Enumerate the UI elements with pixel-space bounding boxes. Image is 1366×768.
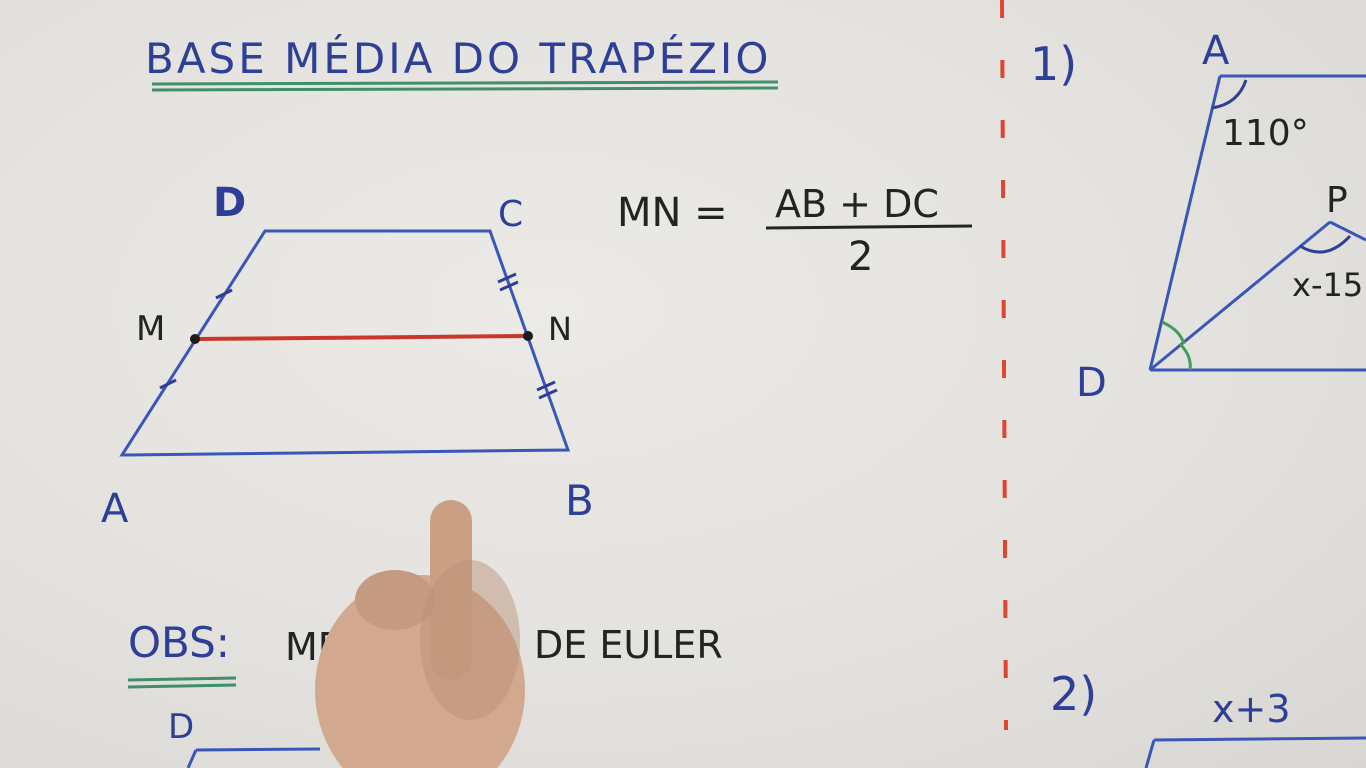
label-d: D — [213, 180, 246, 226]
title-underline — [151, 80, 779, 92]
tick-dm — [215, 288, 233, 300]
obs-label: OBS: — [128, 618, 230, 667]
double-tick-cn-1 — [497, 272, 517, 284]
hand-shadow — [420, 560, 520, 720]
lesson-title: BASE MÉDIA DO TRAPÉZIO — [145, 33, 771, 83]
fraction-bar — [765, 224, 973, 230]
label-b: B — [565, 476, 594, 525]
trapezoid-diagram: D C M N A B — [101, 180, 594, 532]
trapezoid-shape — [119, 229, 571, 457]
ex1-angle-d-arc-2 — [1178, 342, 1192, 371]
pointing-hand — [315, 500, 525, 768]
hand-knuckle — [355, 570, 435, 630]
ex1-angle-a-arc — [1211, 79, 1248, 110]
label-c: C — [498, 194, 523, 235]
ex1-angle-d-arc-1 — [1161, 320, 1186, 345]
midline-formula: MN = AB + DC 2 — [617, 182, 973, 280]
label-n: N — [548, 310, 572, 348]
obs-text-end: DE EULER — [534, 623, 723, 667]
ex1-label-d: D — [1076, 360, 1107, 406]
hand-palm — [315, 575, 525, 768]
formula-lhs: MN = — [617, 190, 728, 236]
bottom-partial-edge — [195, 747, 321, 752]
double-tick-cn-2 — [499, 280, 519, 292]
label-m: M — [136, 309, 165, 349]
bottom-partial-diagram: D — [168, 707, 321, 768]
formula-numerator: AB + DC — [775, 182, 939, 226]
ex1-label-a: A — [1202, 28, 1230, 74]
label-a: A — [101, 486, 129, 532]
column-divider — [1000, 0, 1008, 731]
formula-denominator: 2 — [848, 234, 873, 280]
exercise-1-number: 1) — [1030, 37, 1077, 91]
ex1-segment-p — [1329, 220, 1366, 242]
bottom-partial-side — [186, 749, 198, 768]
ex2-top-base-label: x+3 — [1212, 687, 1291, 731]
tick-ma — [159, 378, 177, 390]
ex1-label-p: P — [1326, 180, 1348, 221]
ex1-angle-a-value: 110° — [1222, 113, 1309, 154]
obs-underline — [127, 676, 237, 689]
exercise-1: 1) A 110° P x-15 D — [1030, 28, 1366, 406]
ex1-left-side — [1148, 75, 1222, 371]
ex2-left-side — [1144, 739, 1156, 768]
ex1-angle-p-value: x-15 — [1292, 266, 1363, 304]
point-m — [190, 334, 200, 344]
hand-finger — [430, 500, 472, 680]
ex1-angle-p-arc — [1299, 234, 1352, 254]
double-tick-nb-1 — [536, 380, 556, 392]
point-n — [523, 331, 533, 341]
exercise-2-number: 2) — [1050, 667, 1097, 721]
bottom-label-d: D — [168, 707, 194, 747]
exercise-2: 2) x+3 — [1050, 667, 1366, 768]
ex2-top-base — [1153, 736, 1366, 742]
midline-mn — [194, 334, 529, 341]
double-tick-nb-2 — [538, 388, 558, 400]
